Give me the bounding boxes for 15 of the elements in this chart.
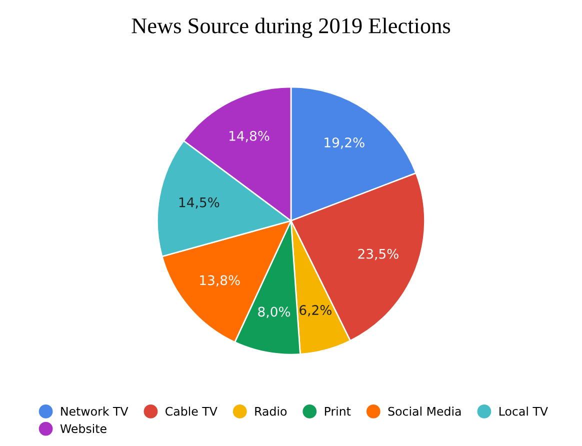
data-label: 8,0% bbox=[258, 306, 290, 318]
legend-label: Print bbox=[324, 406, 351, 416]
legend-label: Cable TV bbox=[166, 406, 218, 416]
data-label: 19,2% bbox=[324, 137, 364, 149]
legend-label: Radio bbox=[255, 406, 287, 416]
legend-label: Social Media bbox=[388, 406, 461, 416]
legend-label: Network TV bbox=[61, 406, 128, 416]
legend-label: Website bbox=[60, 424, 106, 434]
data-label: 14,5% bbox=[179, 197, 220, 209]
data-label: 14,8% bbox=[229, 130, 270, 142]
chart-title: News Source during 2019 Elections bbox=[132, 18, 450, 38]
data-label: 23,5% bbox=[358, 248, 398, 260]
data-label: 6,2% bbox=[300, 305, 332, 316]
legend-label: Local TV bbox=[500, 406, 548, 416]
data-label: 13,8% bbox=[200, 275, 240, 287]
